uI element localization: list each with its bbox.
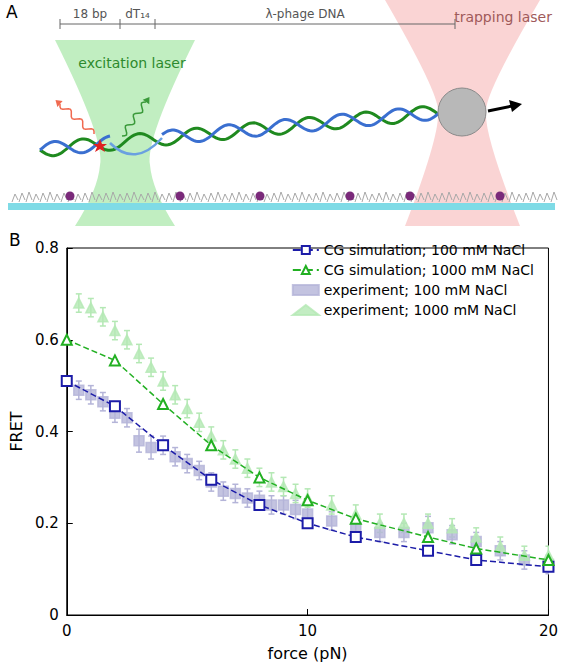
svg-text:0.6: 0.6 [35,331,59,349]
svg-text:CG simulation; 100 mM NaCl: CG simulation; 100 mM NaCl [324,242,525,258]
svg-text:0.2: 0.2 [35,514,59,532]
svg-text:0: 0 [49,606,59,624]
svg-text:dT₁₄: dT₁₄ [125,7,150,21]
svg-text:FRET: FRET [7,411,26,451]
svg-text:excitation laser: excitation laser [78,55,186,71]
svg-text:18 bp: 18 bp [73,7,107,21]
svg-text:0: 0 [62,622,72,640]
svg-text:A: A [6,2,18,22]
svg-text:trapping laser: trapping laser [454,9,552,25]
svg-text:0.8: 0.8 [35,239,59,257]
svg-text:0.4: 0.4 [35,423,59,441]
svg-text:λ-phage DNA: λ-phage DNA [265,7,345,21]
svg-text:20: 20 [539,622,558,640]
svg-text:experiment; 1000 mM NaCl: experiment; 1000 mM NaCl [324,302,517,318]
svg-text:10: 10 [298,622,317,640]
svg-text:CG simulation; 1000 mM NaCl: CG simulation; 1000 mM NaCl [324,262,534,278]
svg-text:experiment; 100 mM NaCl: experiment; 100 mM NaCl [324,282,508,298]
svg-text:force (pN): force (pN) [268,644,348,663]
svg-text:B: B [9,230,21,250]
